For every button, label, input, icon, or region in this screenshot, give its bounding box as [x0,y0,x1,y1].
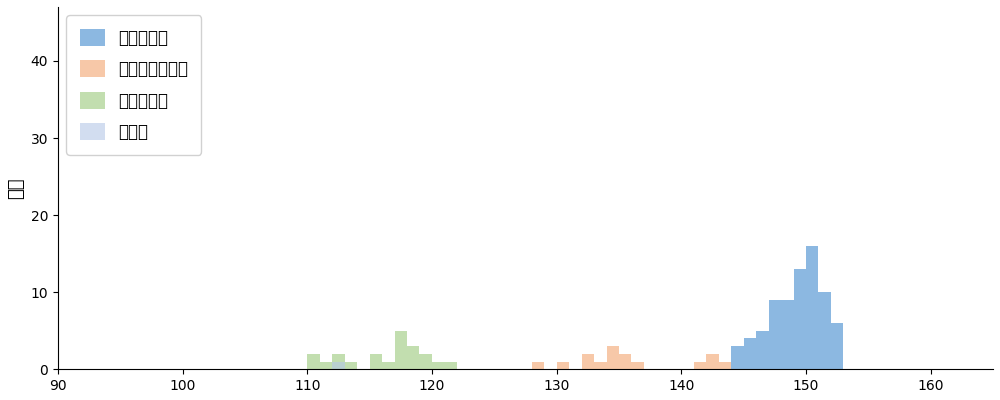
Bar [731,346,744,369]
Bar [607,346,619,369]
Bar [432,362,444,369]
Bar [582,354,594,369]
Bar [557,362,569,369]
Bar [806,246,818,369]
Bar [694,362,706,369]
Bar [756,331,769,369]
Bar [719,362,731,369]
Bar [419,354,432,369]
Bar [794,269,806,369]
Bar [532,362,544,369]
Bar [444,362,457,369]
Bar [631,362,644,369]
Bar [781,300,794,369]
Bar [382,362,395,369]
Bar [332,354,345,369]
Bar [395,331,407,369]
Bar [818,292,831,369]
Bar [594,362,607,369]
Bar [619,354,631,369]
Y-axis label: 球数: 球数 [7,177,25,199]
Bar [407,346,419,369]
Bar [307,354,320,369]
Bar [706,354,719,369]
Bar [332,362,345,369]
Bar [831,323,843,369]
Bar [345,362,357,369]
Bar [370,354,382,369]
Bar [320,362,332,369]
Legend: ストレート, チェンジアップ, スライダー, カーブ: ストレート, チェンジアップ, スライダー, カーブ [66,15,201,155]
Bar [744,338,756,369]
Bar [769,300,781,369]
